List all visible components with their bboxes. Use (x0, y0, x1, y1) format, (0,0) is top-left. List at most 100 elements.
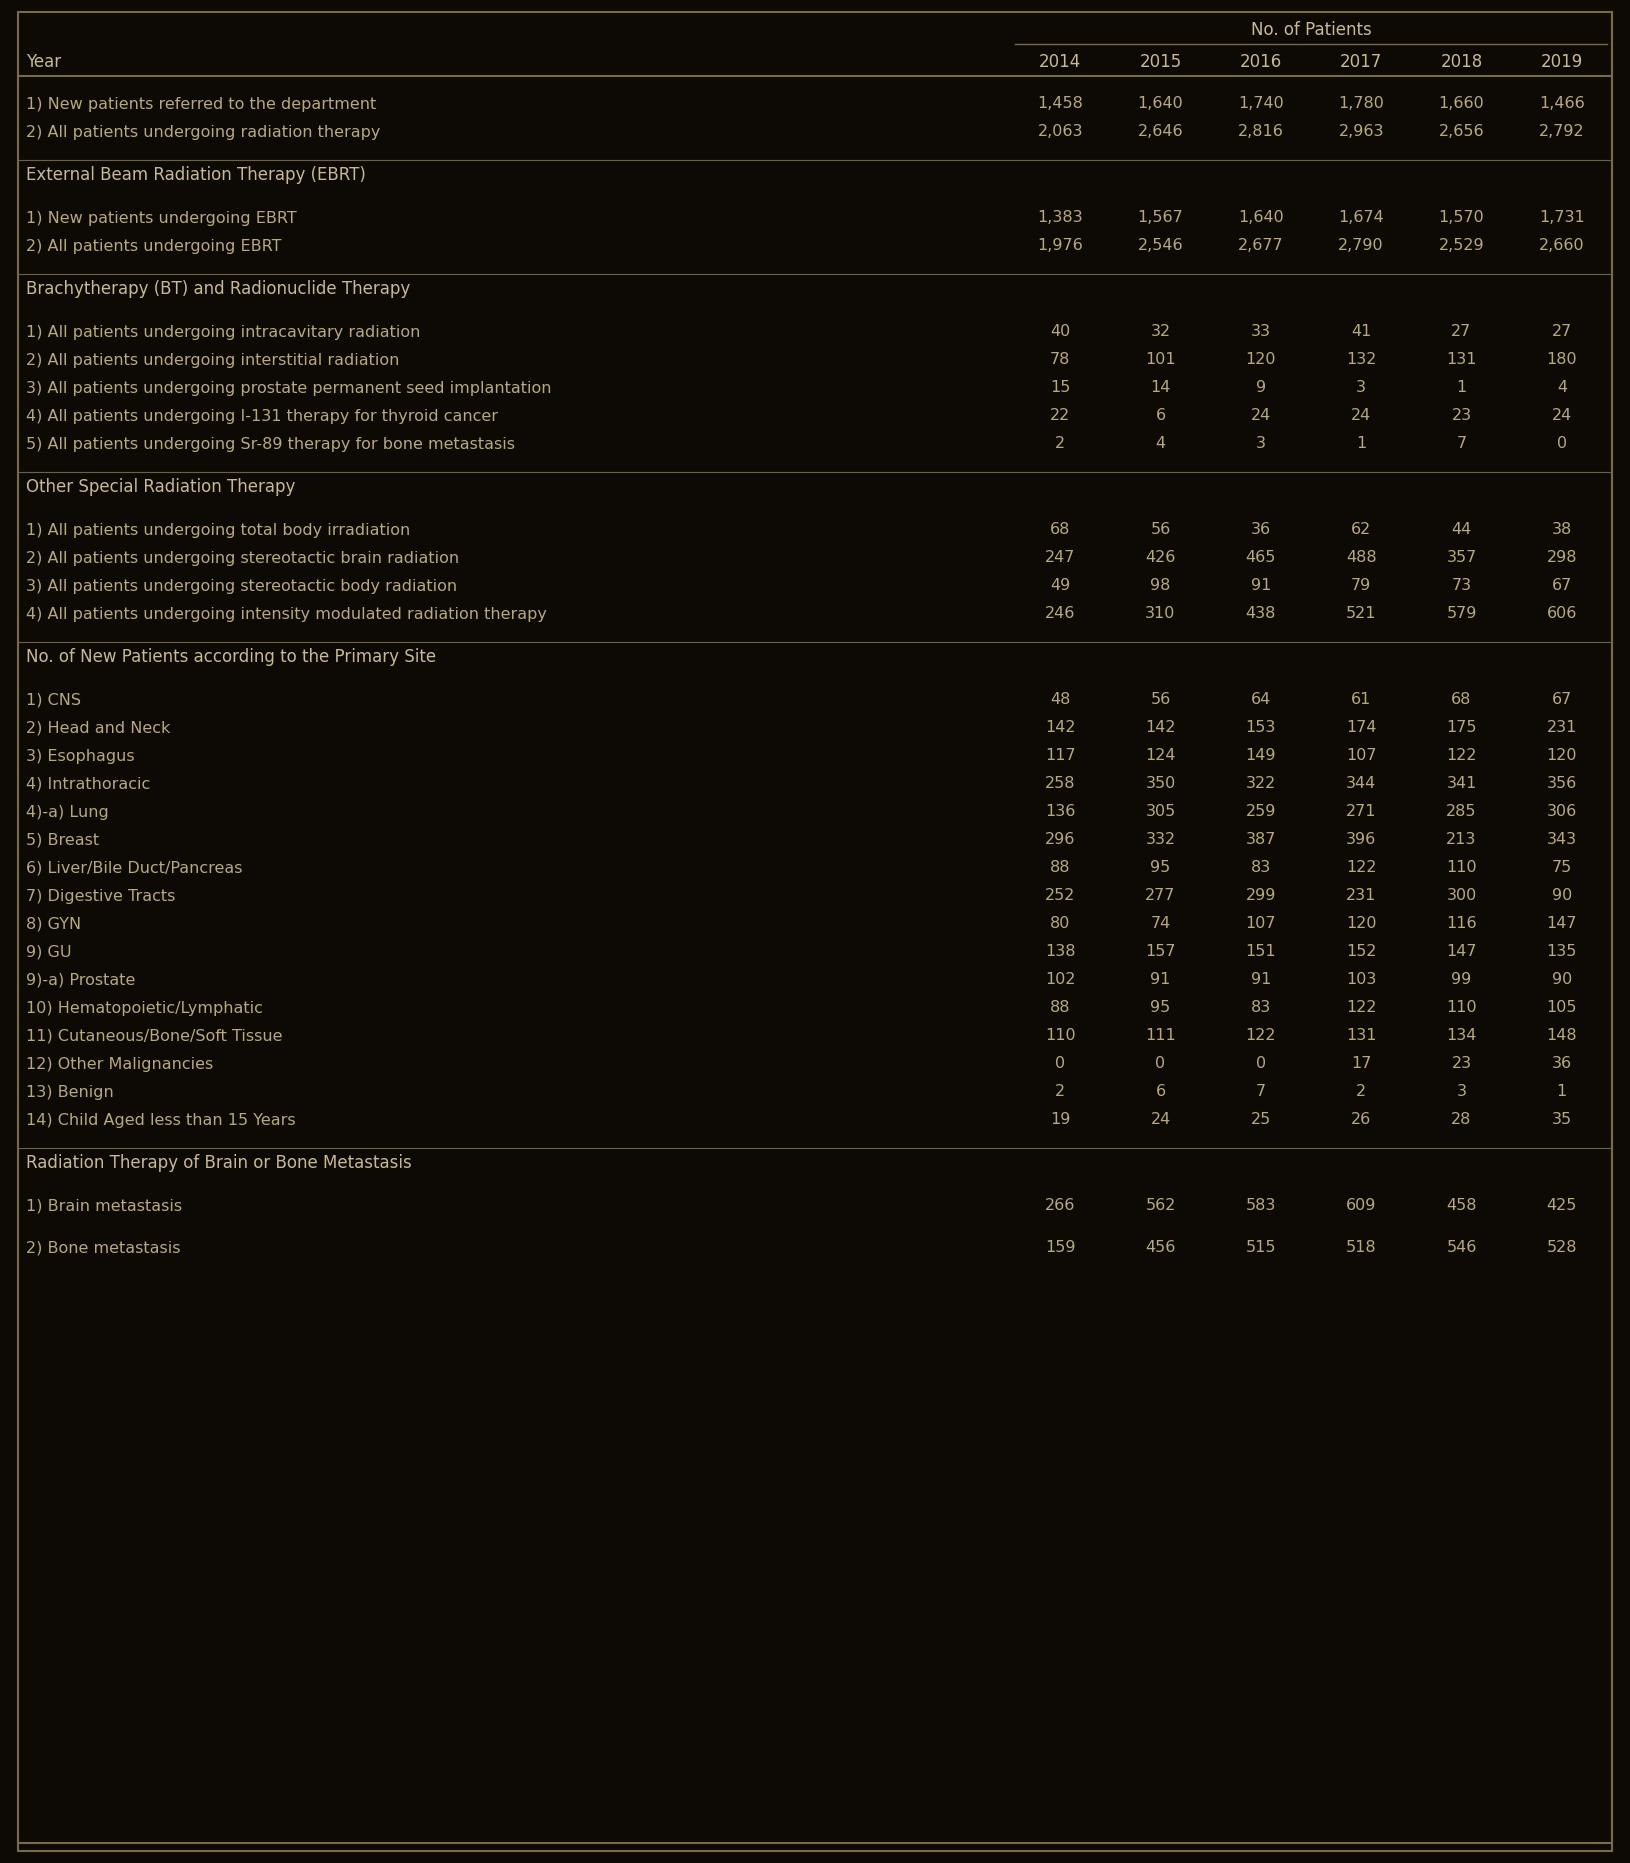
Text: 9: 9 (1255, 380, 1267, 395)
Text: 0: 0 (1557, 436, 1566, 451)
Text: 246: 246 (1045, 607, 1076, 622)
Text: 122: 122 (1346, 1000, 1376, 1015)
Text: 33: 33 (1250, 324, 1271, 339)
Text: 28: 28 (1451, 1112, 1472, 1127)
Text: 2,063: 2,063 (1037, 125, 1082, 140)
Text: 75: 75 (1552, 861, 1571, 876)
Text: 1,640: 1,640 (1237, 211, 1284, 225)
Text: 2019: 2019 (1540, 52, 1583, 71)
Text: 1,674: 1,674 (1338, 211, 1384, 225)
Text: 142: 142 (1045, 721, 1076, 736)
Text: 153: 153 (1245, 721, 1276, 736)
Text: 5) Breast: 5) Breast (26, 833, 99, 848)
Text: 3: 3 (1457, 1084, 1467, 1099)
Text: 24: 24 (1250, 408, 1271, 423)
Text: 609: 609 (1346, 1198, 1376, 1213)
Text: 14: 14 (1151, 380, 1170, 395)
Text: 136: 136 (1045, 805, 1076, 820)
Text: 148: 148 (1547, 1028, 1578, 1043)
Text: 2) All patients undergoing interstitial radiation: 2) All patients undergoing interstitial … (26, 352, 399, 367)
Text: 305: 305 (1146, 805, 1175, 820)
Text: 9) GU: 9) GU (26, 945, 72, 959)
Text: 90: 90 (1552, 889, 1571, 904)
Text: 151: 151 (1245, 945, 1276, 959)
Text: 91: 91 (1250, 579, 1271, 594)
Text: 266: 266 (1045, 1198, 1076, 1213)
Text: 252: 252 (1045, 889, 1076, 904)
Text: 1,383: 1,383 (1037, 211, 1082, 225)
Text: 91: 91 (1250, 972, 1271, 987)
Text: 2017: 2017 (1340, 52, 1382, 71)
Text: 147: 147 (1446, 945, 1477, 959)
Text: 138: 138 (1045, 945, 1076, 959)
Text: 24: 24 (1151, 1112, 1170, 1127)
Text: 24: 24 (1552, 408, 1571, 423)
Text: 1: 1 (1356, 436, 1366, 451)
Text: 1,466: 1,466 (1539, 97, 1584, 112)
Text: 36: 36 (1552, 1056, 1571, 1071)
Text: External Beam Radiation Therapy (EBRT): External Beam Radiation Therapy (EBRT) (26, 166, 365, 184)
Text: 2: 2 (1356, 1084, 1366, 1099)
Text: 62: 62 (1351, 522, 1371, 538)
Text: 271: 271 (1346, 805, 1376, 820)
Text: 2,792: 2,792 (1539, 125, 1584, 140)
Text: 99: 99 (1451, 972, 1472, 987)
Text: 546: 546 (1446, 1241, 1477, 1256)
Text: 3) All patients undergoing stereotactic body radiation: 3) All patients undergoing stereotactic … (26, 579, 456, 594)
Text: 1,740: 1,740 (1237, 97, 1284, 112)
Text: 357: 357 (1446, 550, 1477, 566)
Text: 122: 122 (1245, 1028, 1276, 1043)
Text: 135: 135 (1547, 945, 1576, 959)
Text: 4)-a) Lung: 4)-a) Lung (26, 805, 109, 820)
Text: 1: 1 (1557, 1084, 1566, 1099)
Text: 299: 299 (1245, 889, 1276, 904)
Text: 1,640: 1,640 (1138, 97, 1183, 112)
Text: 343: 343 (1547, 833, 1576, 848)
Text: 152: 152 (1346, 945, 1376, 959)
Text: 101: 101 (1146, 352, 1175, 367)
Text: 49: 49 (1050, 579, 1071, 594)
Text: 8) GYN: 8) GYN (26, 917, 82, 932)
Text: 6: 6 (1156, 1084, 1165, 1099)
Text: 73: 73 (1451, 579, 1472, 594)
Text: 67: 67 (1552, 579, 1571, 594)
Text: 515: 515 (1245, 1241, 1276, 1256)
Text: 24: 24 (1351, 408, 1371, 423)
Text: 26: 26 (1351, 1112, 1371, 1127)
Text: 27: 27 (1552, 324, 1571, 339)
Text: 48: 48 (1050, 693, 1071, 708)
Text: No. of Patients: No. of Patients (1250, 20, 1371, 39)
Text: 23: 23 (1451, 1056, 1472, 1071)
Text: 41: 41 (1351, 324, 1371, 339)
Text: 107: 107 (1346, 749, 1376, 764)
Text: 1,458: 1,458 (1037, 97, 1082, 112)
Text: 344: 344 (1346, 777, 1376, 792)
Text: 3) All patients undergoing prostate permanent seed implantation: 3) All patients undergoing prostate perm… (26, 380, 551, 395)
Text: 0: 0 (1055, 1056, 1066, 1071)
Text: 2) Head and Neck: 2) Head and Neck (26, 721, 171, 736)
Text: 3: 3 (1356, 380, 1366, 395)
Text: 1,731: 1,731 (1539, 211, 1584, 225)
Text: 40: 40 (1050, 324, 1071, 339)
Text: 0: 0 (1156, 1056, 1165, 1071)
Text: 231: 231 (1346, 889, 1376, 904)
Text: 122: 122 (1446, 749, 1477, 764)
Text: 6: 6 (1156, 408, 1165, 423)
Text: 10) Hematopoietic/Lymphatic: 10) Hematopoietic/Lymphatic (26, 1000, 262, 1015)
Text: 213: 213 (1446, 833, 1477, 848)
Text: 17: 17 (1351, 1056, 1371, 1071)
Text: 64: 64 (1250, 693, 1271, 708)
Text: 124: 124 (1146, 749, 1175, 764)
Text: 1) All patients undergoing intracavitary radiation: 1) All patients undergoing intracavitary… (26, 324, 421, 339)
Text: 6) Liver/Bile Duct/Pancreas: 6) Liver/Bile Duct/Pancreas (26, 861, 243, 876)
Text: 107: 107 (1245, 917, 1276, 932)
Text: 12) Other Malignancies: 12) Other Malignancies (26, 1056, 214, 1071)
Text: 91: 91 (1151, 972, 1170, 987)
Text: 387: 387 (1245, 833, 1276, 848)
Text: 56: 56 (1151, 693, 1170, 708)
Text: 258: 258 (1045, 777, 1076, 792)
Text: 157: 157 (1146, 945, 1175, 959)
Text: 247: 247 (1045, 550, 1076, 566)
Text: 80: 80 (1050, 917, 1071, 932)
Text: 122: 122 (1346, 861, 1376, 876)
